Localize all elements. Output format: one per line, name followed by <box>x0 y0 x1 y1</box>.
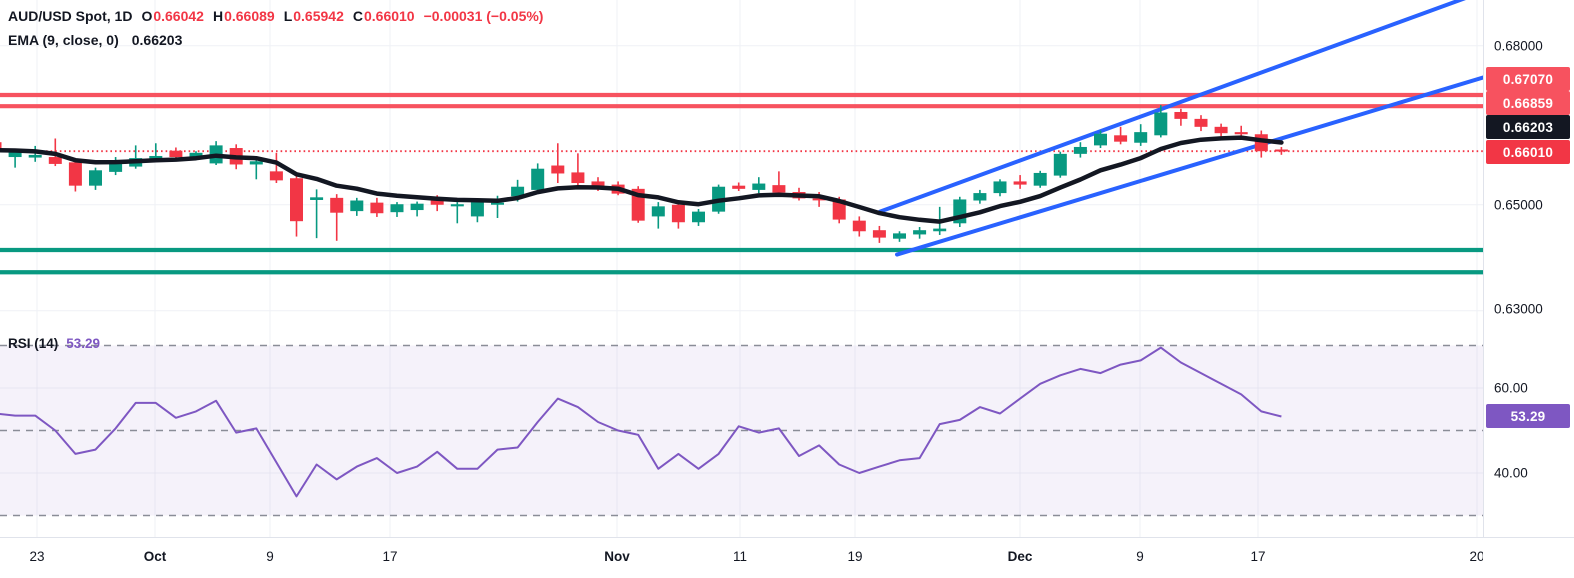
price-level-badge: 0.66203 <box>1486 115 1570 139</box>
candle-body <box>832 199 846 220</box>
candle-body <box>531 168 545 190</box>
time-tick-label: 23 <box>29 549 45 564</box>
candle-body <box>933 228 947 232</box>
time-tick-label: Dec <box>1007 549 1033 564</box>
time-tick-label: 17 <box>1250 549 1266 564</box>
candle-body <box>671 204 685 223</box>
candle-body <box>973 193 987 201</box>
change-readout: −0.00031 (−0.05%) <box>423 8 544 24</box>
time-tick-label: 11 <box>732 549 748 564</box>
candle-body <box>470 202 484 217</box>
trend-channel-line <box>878 0 1466 214</box>
candle-body <box>591 181 605 189</box>
candle-body <box>1094 133 1107 146</box>
close-readout: C 0.66010 <box>352 8 415 24</box>
candle-body <box>370 202 384 214</box>
candle-body <box>1053 153 1067 176</box>
candle-body <box>1013 181 1027 185</box>
candle-body <box>149 155 163 159</box>
candle-body <box>450 204 464 207</box>
ema-legend-row[interactable]: EMA (9, close, 0) 0.66203 <box>8 32 182 48</box>
candle-body <box>571 172 585 184</box>
candle-body <box>410 203 424 211</box>
axis-tick-label: 60.00 <box>1494 380 1528 396</box>
candle-body <box>48 157 62 164</box>
axis-tick-label: 40.00 <box>1494 465 1528 481</box>
candle-body <box>491 202 504 205</box>
ema-value: 0.66203 <box>131 32 183 48</box>
candle-body <box>109 161 123 172</box>
ema-line <box>0 135 1284 224</box>
rsi-line <box>0 346 1282 498</box>
candle-body <box>430 197 444 205</box>
price-level-badge: 0.66010 <box>1486 140 1570 164</box>
candle-body <box>269 171 283 181</box>
time-tick-label: Nov <box>604 549 630 564</box>
candle-body <box>852 220 866 232</box>
axis-tick-label: 0.68000 <box>1494 38 1543 54</box>
candle-body <box>330 197 344 213</box>
candle-body <box>772 185 786 193</box>
candle-body <box>8 151 22 158</box>
candle-body <box>651 206 665 217</box>
low-readout: L 0.65942 <box>283 8 344 24</box>
candle-body <box>1214 126 1228 134</box>
candle-body <box>812 198 826 201</box>
candle-body <box>913 230 927 235</box>
price-scale-border <box>1483 0 1484 537</box>
candle-body <box>1274 149 1288 152</box>
candle-body <box>692 211 705 223</box>
candle-body <box>511 186 525 197</box>
candle-body <box>551 165 565 174</box>
candle-body <box>310 197 324 200</box>
candle-body <box>1033 172 1047 186</box>
trend-channel-line <box>895 75 1483 257</box>
candle-body <box>169 150 183 158</box>
candle-body <box>89 170 102 186</box>
candle-body <box>732 185 746 189</box>
candle-body <box>1114 135 1128 142</box>
axis-tick-label: 0.65000 <box>1494 197 1543 213</box>
candle-body <box>893 233 906 239</box>
candle-body <box>390 204 404 213</box>
candle-body <box>68 162 82 186</box>
symbol-legend-row[interactable]: AUD/USD Spot, 1D O 0.66042 H 0.66089 L 0.65… <box>8 8 543 24</box>
open-readout: O 0.66042 <box>141 8 204 24</box>
candle-body <box>290 178 303 222</box>
axis-tick-label: 0.63000 <box>1494 301 1543 317</box>
candle-body <box>0 142 2 151</box>
price-level-badge: 0.66859 <box>1486 91 1570 115</box>
time-tick-label: 19 <box>847 549 863 564</box>
candle-body <box>28 154 42 158</box>
candle-body <box>1194 118 1208 127</box>
candle-body <box>249 161 263 165</box>
symbol-title: AUD/USD Spot, 1D <box>8 8 133 24</box>
candle-body <box>1073 146 1087 154</box>
candle-body <box>189 152 203 158</box>
ema-label: EMA (9, close, 0) <box>8 32 119 48</box>
candle-body <box>1134 132 1148 143</box>
time-tick-label: 9 <box>1136 549 1144 564</box>
time-tick-label: 20 <box>1469 549 1483 564</box>
candle-body <box>993 181 1007 194</box>
rsi-value: 53.29 <box>66 336 101 351</box>
rsi-legend-row[interactable]: RSI (14) 53.29 <box>8 336 100 351</box>
price-level-badge: 0.67070 <box>1486 67 1570 91</box>
high-readout: H 0.66089 <box>212 8 275 24</box>
candle-body <box>350 200 364 212</box>
time-tick-label: Oct <box>143 549 167 564</box>
rsi-value-badge: 53.29 <box>1486 404 1570 428</box>
time-scale[interactable]: 23 Oct 9 17 Nov 11 19 Dec 9 17 20 <box>0 537 1574 578</box>
candle-body <box>1154 112 1168 136</box>
candle-body <box>1234 132 1248 135</box>
candle-body <box>1174 111 1188 119</box>
candle-body <box>752 183 766 190</box>
rsi-label: RSI (14) <box>8 336 59 351</box>
time-tick-label: 9 <box>266 549 274 564</box>
candle-body <box>872 230 886 238</box>
time-tick-label: 17 <box>382 549 398 564</box>
